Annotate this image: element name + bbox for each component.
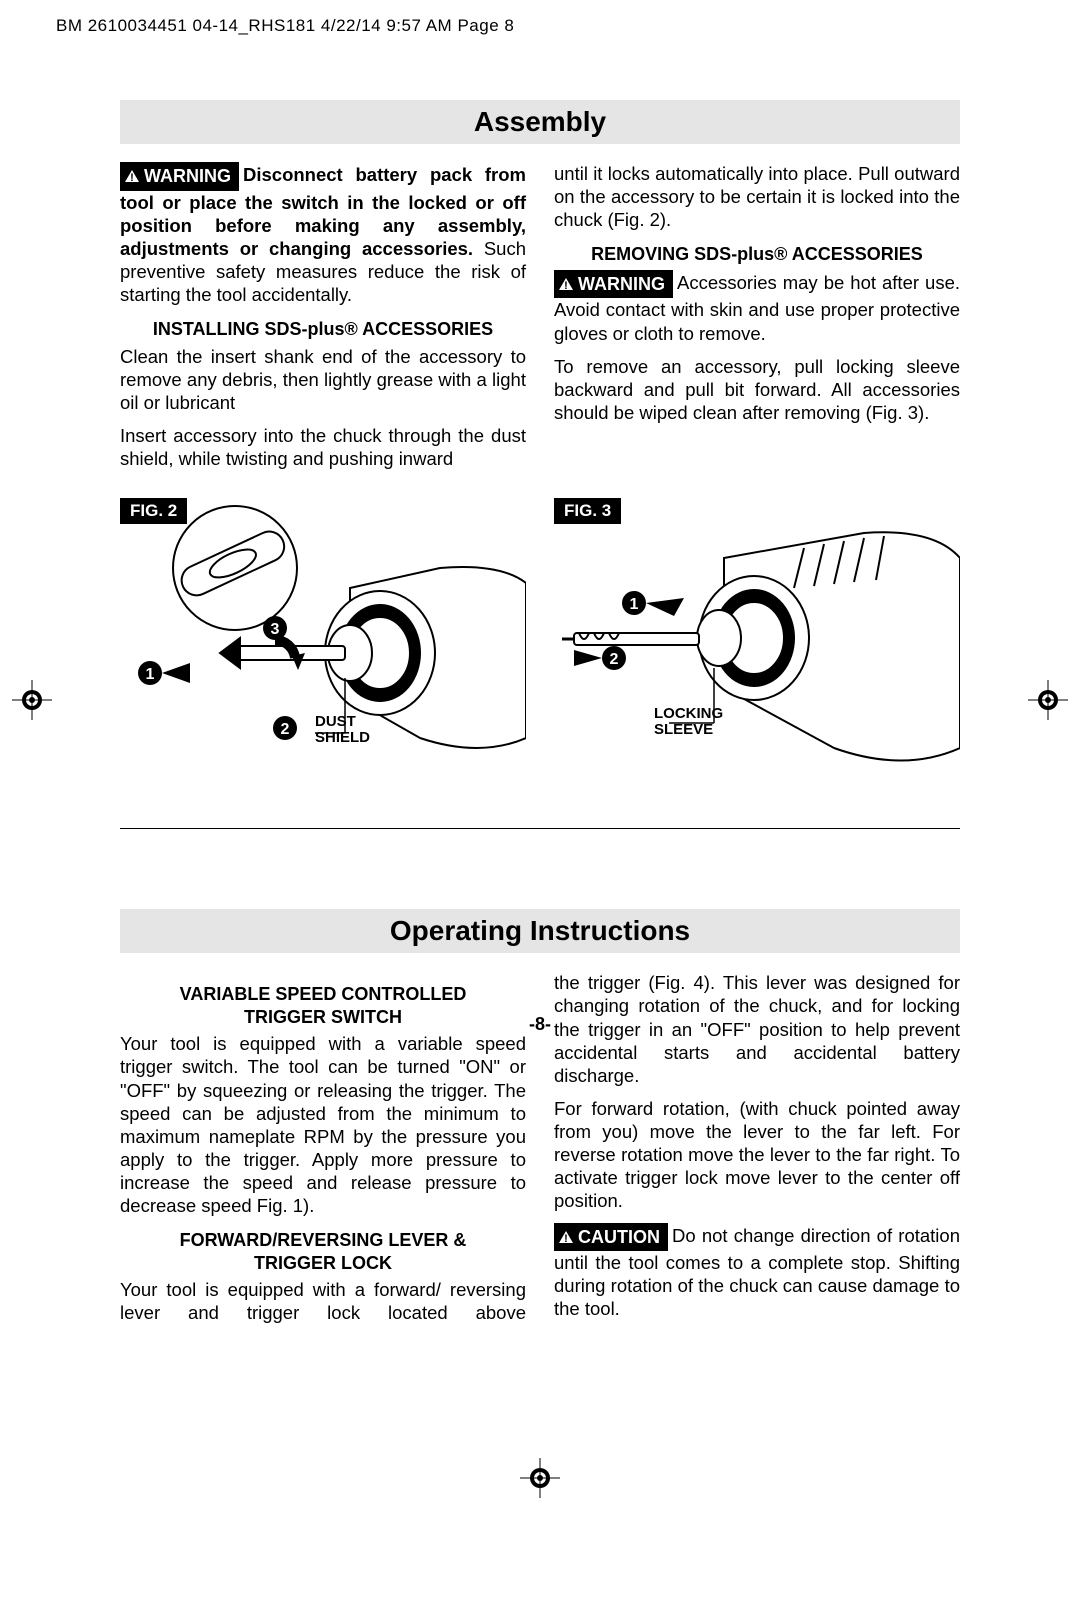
caution-badge: !CAUTION [554, 1223, 668, 1252]
opcol1-p1: Your tool is equipped with a variable sp… [120, 1032, 526, 1217]
install-subhead: INSTALLING SDS-plus® ACCESSORIES [120, 318, 526, 341]
pdf-header: BM 2610034451 04-14_RHS181 4/22/14 9:57 … [56, 16, 514, 36]
svg-text:SHIELD: SHIELD [315, 729, 370, 746]
fig2-illustration: 1 2 3 DUST SHIELD [120, 498, 526, 788]
registration-mark-right [1028, 680, 1068, 720]
registration-mark-bottom [520, 1458, 560, 1498]
fig2-label: FIG. 2 [120, 498, 187, 524]
warning-icon: ! [124, 169, 140, 183]
warning-badge: !WARNING [120, 162, 239, 191]
svg-text:LOCKING: LOCKING [654, 705, 723, 722]
warning-icon: ! [558, 277, 574, 291]
fig3-illustration: 1 2 LOCKING SLEEVE [554, 498, 960, 788]
svg-text:!: ! [564, 1233, 568, 1244]
figure-3: FIG. 3 1 [554, 498, 960, 788]
svg-text:1: 1 [146, 666, 155, 683]
svg-text:1: 1 [630, 596, 639, 613]
assembly-col-right: until it locks automatically into place.… [554, 162, 960, 480]
caution-icon: ! [558, 1230, 574, 1244]
install-p1: Clean the insert shank end of the access… [120, 345, 526, 414]
opcol1-p2: Your tool is equipped with a forward/ re… [120, 1278, 526, 1324]
assembly-col-left: !WARNING Disconnect battery pack from to… [120, 162, 526, 480]
svg-text:2: 2 [281, 721, 290, 738]
warning-badge-2: !WARNING [554, 270, 673, 299]
svg-text:!: ! [130, 172, 134, 183]
svg-text:2: 2 [610, 651, 619, 668]
opcol1-sub2: FORWARD/REVERSING LEVER & TRIGGER LOCK [120, 1229, 526, 1274]
registration-mark-left [12, 680, 52, 720]
col2-p0: until it locks automatically into place.… [554, 162, 960, 231]
opcol2-p2: For forward rotation, (with chuck pointe… [554, 1097, 960, 1213]
install-p2: Insert accessory into the chuck through … [120, 424, 526, 470]
svg-text:DUST: DUST [315, 713, 356, 730]
svg-text:!: ! [564, 280, 568, 291]
fig3-label: FIG. 3 [554, 498, 621, 524]
svg-text:SLEEVE: SLEEVE [654, 721, 713, 738]
section-divider [120, 828, 960, 829]
operating-title: Operating Instructions [120, 909, 960, 953]
remove-subhead: REMOVING SDS-plus® ACCESSORIES [554, 243, 960, 266]
figure-2: FIG. 2 1 [120, 498, 526, 788]
assembly-title: Assembly [120, 100, 960, 144]
page-number: -8- [120, 1014, 960, 1035]
col2-p1: To remove an accessory, pull locking sle… [554, 355, 960, 424]
